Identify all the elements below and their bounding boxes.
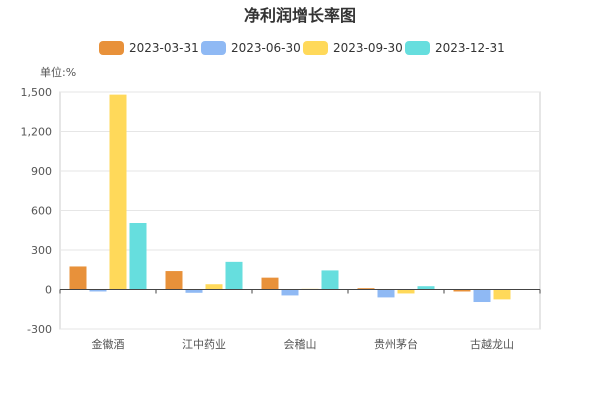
legend-item[interactable]: 2023-03-31 xyxy=(99,41,199,55)
x-tick-label: 古越龙山 xyxy=(470,337,514,351)
bar xyxy=(282,290,299,296)
x-tick-label: 江中药业 xyxy=(182,338,226,351)
gridlines xyxy=(60,92,540,329)
y-tick-label: -300 xyxy=(27,323,52,336)
legend: 2023-03-31 2023-06-30 2023-09-30 2023-12-31 xyxy=(99,41,505,55)
unit-label: 单位:% xyxy=(40,65,76,79)
bar xyxy=(322,270,339,289)
bar xyxy=(398,290,415,294)
legend-swatch xyxy=(405,41,430,55)
legend-swatch xyxy=(303,41,328,55)
axes: -300 0 300 600 900 1,200 1,500 金徽酒 江中药业 会稽山 贵州茅台 古越… xyxy=(21,86,541,351)
y-tick-label: 0 xyxy=(45,284,52,297)
legend-label: 2023-06-30 xyxy=(231,41,301,55)
bars xyxy=(70,95,531,302)
bar xyxy=(70,266,87,289)
bar xyxy=(206,284,223,289)
bar xyxy=(110,95,127,290)
bar xyxy=(226,262,243,290)
x-tick-label: 金徽酒 xyxy=(92,337,125,351)
bar xyxy=(494,290,511,300)
legend-swatch xyxy=(201,41,226,55)
y-tick-label: 300 xyxy=(31,244,52,257)
bar xyxy=(262,278,279,290)
bar xyxy=(378,290,395,298)
legend-item[interactable]: 2023-12-31 xyxy=(405,41,505,55)
legend-label: 2023-03-31 xyxy=(129,41,199,55)
bar xyxy=(474,290,491,303)
legend-swatch xyxy=(99,41,124,55)
bar xyxy=(130,223,147,289)
legend-label: 2023-09-30 xyxy=(333,41,403,55)
x-tick-label: 会稽山 xyxy=(284,337,317,351)
legend-item[interactable]: 2023-06-30 xyxy=(201,41,301,55)
x-tick-label: 贵州茅台 xyxy=(374,337,418,351)
bar xyxy=(166,271,183,289)
y-tick-label: 1,200 xyxy=(21,126,53,139)
legend-label: 2023-12-31 xyxy=(435,41,505,55)
legend-item[interactable]: 2023-09-30 xyxy=(303,41,403,55)
y-tick-label: 900 xyxy=(31,165,52,178)
y-tick-label: 600 xyxy=(31,205,52,218)
y-tick-label: 1,500 xyxy=(21,86,53,99)
chart-title: 净利润增长率图 xyxy=(244,6,356,25)
